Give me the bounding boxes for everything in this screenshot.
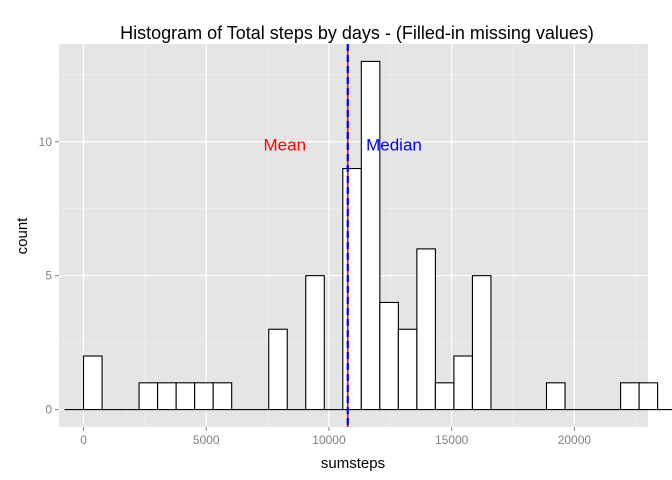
chart-title: Histogram of Total steps by days - (Fill…: [120, 23, 594, 43]
histogram-bar: [82, 355, 103, 411]
histogram-bar: [416, 248, 436, 411]
annotation-median: Median: [366, 135, 422, 154]
y-axis-ticks: 0 5 10: [39, 135, 59, 417]
histogram-bar: [620, 382, 640, 411]
y-axis-title: count: [14, 217, 31, 255]
histogram-bar: [138, 382, 159, 411]
histogram-bar: [379, 301, 399, 411]
histogram-bar: [638, 382, 659, 411]
histogram-bar: [434, 382, 455, 411]
histogram-bar: [397, 328, 418, 411]
histogram-bar: [471, 275, 492, 411]
histogram-bar: [545, 382, 566, 411]
x-axis-title: sumsteps: [321, 455, 385, 472]
x-tick-label: 10000: [312, 433, 346, 447]
annotations: Mean Median: [264, 135, 422, 154]
histogram-bars: [64, 60, 672, 411]
y-tick-label: 0: [45, 403, 52, 417]
histogram-bar: [175, 382, 196, 411]
histogram-bar: [157, 382, 177, 411]
histogram-bar: [342, 167, 362, 411]
annotation-mean: Mean: [264, 135, 307, 154]
histogram-bar: [212, 382, 233, 411]
histogram-bar: [268, 328, 288, 411]
x-tick-label: 0: [80, 433, 87, 447]
y-tick-label: 10: [39, 135, 53, 149]
histogram-bar: [360, 60, 381, 411]
x-axis-ticks: 0 5000 10000 15000 20000: [80, 427, 591, 447]
x-tick-label: 15000: [435, 433, 469, 447]
histogram-bar: [305, 275, 325, 411]
x-tick-label: 5000: [193, 433, 220, 447]
x-tick-label: 20000: [558, 433, 592, 447]
y-tick-label: 5: [45, 269, 52, 283]
histogram-bar: [453, 355, 473, 411]
histogram-bar: [194, 382, 214, 411]
